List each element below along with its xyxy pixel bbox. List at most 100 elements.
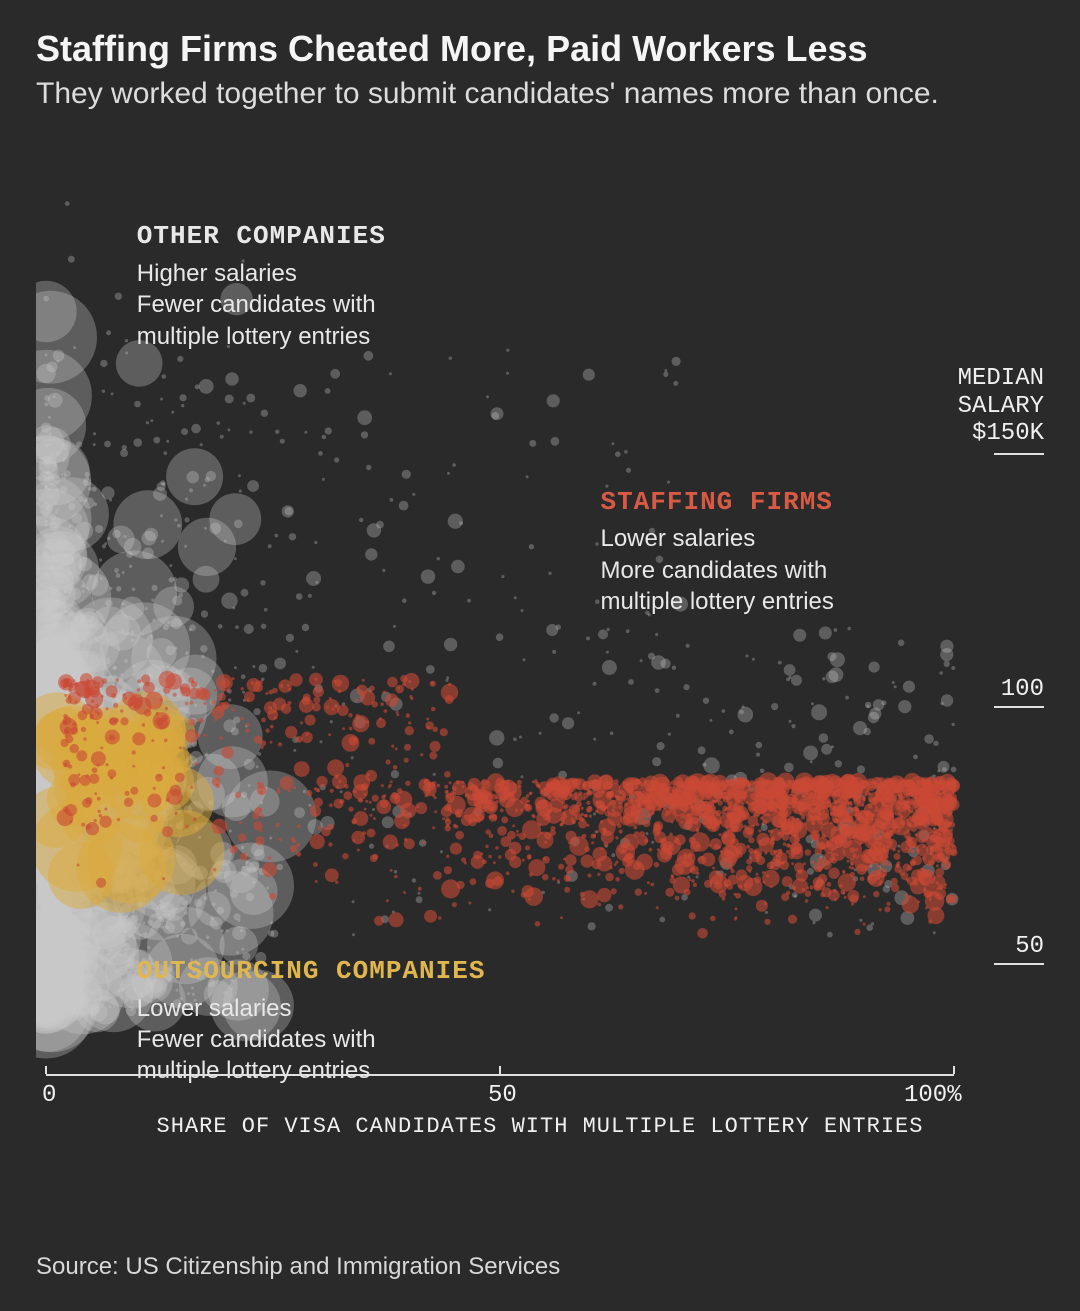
- bubble: [240, 853, 248, 861]
- bubble: [227, 428, 230, 431]
- bubble: [184, 545, 187, 548]
- bubble: [138, 998, 141, 1001]
- bubble: [53, 916, 56, 919]
- bubble: [834, 898, 837, 901]
- bubble: [537, 785, 540, 788]
- bubble: [712, 787, 715, 790]
- bubble: [838, 797, 841, 800]
- bubble: [678, 787, 681, 790]
- bubble: [187, 471, 199, 483]
- bubble: [86, 824, 92, 830]
- bubble: [261, 717, 266, 722]
- bubble: [96, 721, 99, 724]
- bubble: [75, 522, 93, 540]
- bubble: [528, 898, 531, 901]
- bubble: [462, 780, 465, 783]
- bubble: [80, 673, 93, 686]
- bubble: [137, 688, 140, 691]
- bubble: [724, 792, 727, 795]
- bubble: [265, 728, 269, 732]
- bubble: [817, 786, 820, 789]
- bubble: [892, 826, 895, 829]
- bubble: [162, 826, 173, 837]
- bubble: [585, 814, 588, 817]
- bubble: [44, 395, 50, 401]
- bubble: [741, 787, 744, 790]
- bubble: [116, 340, 163, 387]
- bubble: [48, 542, 51, 545]
- bubble: [658, 807, 662, 811]
- bubble: [77, 863, 80, 866]
- bubble: [383, 640, 395, 652]
- bubble: [703, 697, 709, 703]
- bubble: [877, 877, 880, 880]
- bubble: [431, 681, 434, 684]
- bubble: [571, 817, 574, 820]
- bubble: [402, 470, 411, 479]
- bubble: [817, 793, 821, 797]
- bubble: [874, 797, 877, 800]
- bubble: [626, 797, 629, 800]
- bubble: [829, 805, 832, 808]
- bubble: [688, 786, 691, 789]
- bubble: [868, 792, 871, 795]
- bubble: [770, 792, 773, 795]
- bubble: [479, 793, 482, 796]
- bubble: [246, 971, 249, 974]
- bubble: [69, 662, 72, 665]
- bubble: [45, 590, 48, 593]
- bubble: [452, 902, 457, 907]
- bubble: [52, 463, 56, 467]
- bubble: [526, 475, 529, 478]
- bubble: [317, 789, 320, 792]
- bubble: [62, 554, 74, 566]
- bubble: [550, 784, 554, 788]
- bubble: [101, 689, 105, 693]
- bubble: [762, 871, 765, 874]
- bubble: [909, 783, 912, 786]
- bubble: [105, 763, 108, 766]
- bubble: [595, 542, 599, 546]
- bubble: [611, 442, 614, 445]
- bubble: [488, 908, 491, 911]
- bubble: [942, 800, 945, 803]
- bubble: [929, 815, 932, 818]
- bubble: [276, 823, 280, 827]
- bubble: [572, 786, 575, 789]
- y-tick-label: 50: [1015, 933, 1044, 960]
- bubble: [615, 877, 620, 882]
- bubble: [623, 784, 626, 787]
- bubble: [77, 975, 80, 978]
- bubble: [193, 817, 197, 821]
- bubble: [365, 800, 368, 803]
- bubble: [933, 741, 938, 746]
- bubble: [77, 632, 80, 635]
- bubble: [380, 702, 384, 706]
- bubble: [935, 821, 938, 824]
- bubble: [415, 802, 427, 814]
- bubble: [186, 694, 189, 697]
- bubble: [82, 590, 85, 593]
- bubble: [918, 808, 921, 811]
- bubble: [754, 876, 761, 883]
- bubble: [166, 645, 176, 655]
- bubble: [613, 805, 616, 808]
- bubble: [357, 410, 372, 425]
- bubble: [681, 820, 684, 823]
- bubble: [303, 693, 311, 701]
- bubble: [657, 742, 665, 750]
- bubble: [253, 812, 260, 819]
- bubble: [45, 444, 49, 448]
- bubble: [325, 868, 339, 882]
- bubble: [605, 811, 610, 816]
- bubble: [752, 658, 755, 661]
- bubble: [44, 905, 47, 908]
- bubble: [239, 821, 242, 824]
- bubble: [551, 437, 560, 446]
- bubble: [645, 794, 655, 804]
- bubble: [840, 823, 844, 827]
- bubble: [173, 693, 177, 697]
- bubble: [500, 808, 504, 812]
- bubble: [868, 712, 879, 723]
- bubble: [729, 729, 734, 734]
